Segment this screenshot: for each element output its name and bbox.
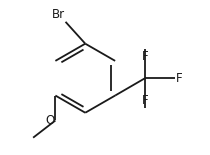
Text: O: O (45, 114, 54, 127)
Text: F: F (142, 94, 148, 107)
Text: Br: Br (52, 8, 65, 21)
Text: F: F (142, 50, 148, 63)
Text: F: F (176, 72, 183, 85)
